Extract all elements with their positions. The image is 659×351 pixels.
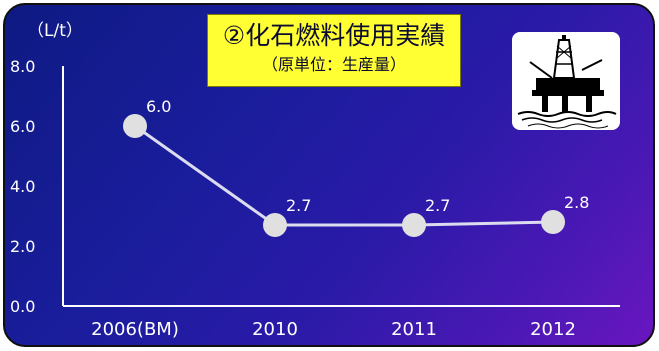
y-tick-label: 4.0 (10, 177, 35, 196)
data-point (402, 213, 426, 237)
data-point (123, 114, 147, 138)
chart-title: ②化石燃料使用実績 (222, 21, 446, 50)
x-tick-label: 2010 (252, 319, 298, 340)
data-point (541, 210, 565, 234)
x-tick-label: 2012 (530, 319, 576, 340)
y-tick-label: 6.0 (10, 117, 35, 136)
data-label: 6.0 (146, 97, 171, 116)
oil-rig-icon (512, 32, 620, 130)
data-label: 2.8 (564, 193, 589, 212)
data-label: 2.7 (425, 196, 450, 215)
chart-title-box: ②化石燃料使用実績 （原単位：生産量） (207, 14, 461, 87)
y-tick-label: 8.0 (10, 57, 35, 76)
y-axis-unit: （L/t） (27, 21, 83, 41)
data-label: 2.7 (286, 196, 311, 215)
series-line (134, 124, 554, 227)
x-tick-label: 2011 (391, 319, 437, 340)
chart-subtitle: （原単位：生産量） (261, 55, 406, 74)
data-point (263, 213, 287, 237)
y-tick-label: 0.0 (10, 297, 35, 316)
y-tick-label: 2.0 (10, 237, 35, 256)
x-tick-label: 2006(BM) (91, 319, 179, 340)
